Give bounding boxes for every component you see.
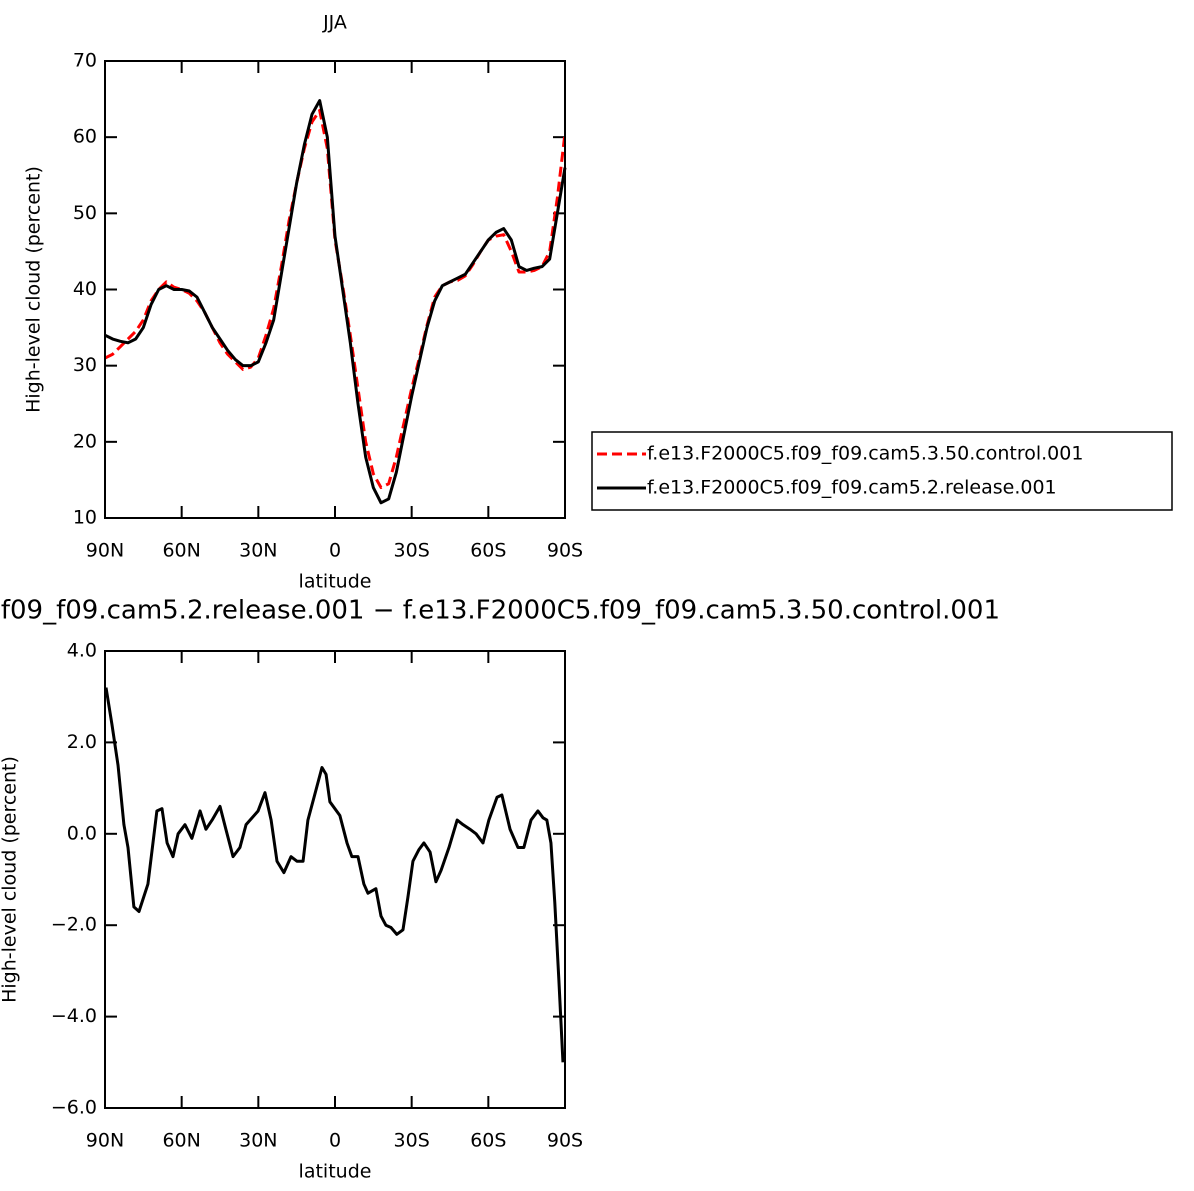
x-tick-label: 60N [162, 1130, 200, 1152]
y-tick-label: 0.0 [67, 822, 97, 844]
y-tick-label: 50 [73, 202, 97, 224]
legend-label: f.e13.F2000C5.f09_f09.cam5.3.50.control.… [647, 443, 1083, 465]
y-tick-label: 30 [73, 354, 97, 376]
y-tick-label: 60 [73, 126, 97, 148]
y-tick-label: −2.0 [51, 914, 97, 936]
x-tick-label: 90S [547, 1130, 583, 1152]
panel: −6.0 −4.0 −2.0 0.0 2.0 4.0 90N 60N 30N 0 30S 60S 90S… [0, 596, 1000, 1183]
x-tick-label: 60S [470, 1130, 506, 1152]
data-line [104, 687, 565, 1063]
y-tick-label: 4.0 [67, 640, 97, 662]
legend-label: f.e13.F2000C5.f09_f09.cam5.2.release.001 [647, 477, 1057, 499]
x-tick-label: 90S [547, 540, 583, 562]
y-tick-label: 10 [73, 507, 97, 529]
x-tick-label: 30S [394, 1130, 430, 1152]
x-tick-label: 90N [86, 540, 124, 562]
plot-frame [104, 650, 566, 1109]
x-tick-label: 0 [329, 540, 341, 562]
y-tick-label: −4.0 [51, 1005, 97, 1027]
x-tick-label: 90N [86, 1130, 124, 1152]
x-tick-label: 30N [239, 540, 277, 562]
y-tick-label: −6.0 [51, 1097, 97, 1119]
x-tick-label: 30N [239, 1130, 277, 1152]
x-tick-label: 60N [162, 540, 200, 562]
legend-box [591, 431, 1173, 511]
y-tick-label: 2.0 [67, 731, 97, 753]
chart-title: f.e13.F2000C5.f09_f09.cam5.2.release.001… [0, 596, 1000, 626]
x-tick-label: 0 [329, 1130, 341, 1152]
y-tick-label: 40 [73, 278, 97, 300]
data-line [104, 99, 567, 505]
panel: 10 20 30 40 50 60 70 90N 60N 30N 0 30S 60S 90S latitud… [23, 12, 1173, 593]
axis-label-x: latitude [299, 1161, 372, 1183]
data-line [104, 109, 567, 490]
plot-frame [104, 60, 566, 519]
y-tick-label: 20 [73, 430, 97, 452]
axis-label-y: High-level cloud (percent) [0, 756, 21, 1003]
axis-label-y: High-level cloud (percent) [23, 166, 45, 413]
y-tick-label: 70 [73, 50, 97, 72]
chart-title: JJA [322, 12, 347, 34]
x-tick-label: 60S [470, 540, 506, 562]
x-tick-label: 30S [394, 540, 430, 562]
axis-label-x: latitude [299, 571, 372, 593]
